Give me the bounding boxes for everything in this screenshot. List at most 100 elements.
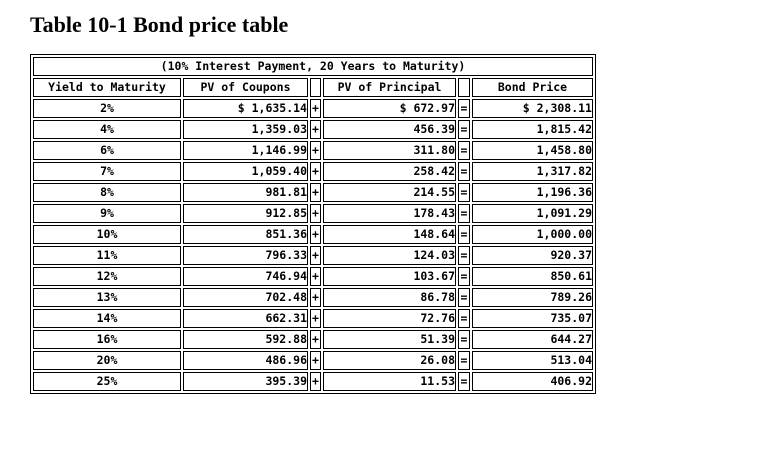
bond-price-cell: 513.04 xyxy=(472,351,593,370)
equals-operator-cell: = xyxy=(458,204,470,223)
plus-operator-cell: + xyxy=(310,204,321,223)
equals-operator-cell: = xyxy=(458,99,470,118)
yield-to-maturity-cell: 4% xyxy=(33,120,181,139)
pv-of-principal-cell: 214.55 xyxy=(323,183,456,202)
pv-of-coupons-cell: 981.81 xyxy=(183,183,308,202)
table-row: 7% 1,059.40 + 258.42 = 1,317.82 xyxy=(33,162,593,181)
equals-operator-cell: = xyxy=(458,120,470,139)
bond-price-cell: 644.27 xyxy=(472,330,593,349)
bond-table-body: 2% $ 1,635.14 + $ 672.97 = $ 2,308.11 4%… xyxy=(33,99,593,391)
pv-of-principal-cell: 51.39 xyxy=(323,330,456,349)
table-row: 2% $ 1,635.14 + $ 672.97 = $ 2,308.11 xyxy=(33,99,593,118)
yield-to-maturity-cell: 16% xyxy=(33,330,181,349)
pv-of-principal-cell: 178.43 xyxy=(323,204,456,223)
yield-to-maturity-cell: 8% xyxy=(33,183,181,202)
pv-of-coupons-cell: 1,146.99 xyxy=(183,141,308,160)
pv-of-coupons-cell: 662.31 xyxy=(183,309,308,328)
bond-price-cell: 850.61 xyxy=(472,267,593,286)
equals-operator-cell: = xyxy=(458,330,470,349)
pv-of-principal-cell: 26.08 xyxy=(323,351,456,370)
pv-of-coupons-cell: 395.39 xyxy=(183,372,308,391)
pv-of-principal-cell: 148.64 xyxy=(323,225,456,244)
table-row: 25% 395.39 + 11.53 = 406.92 xyxy=(33,372,593,391)
table-row: 13% 702.48 + 86.78 = 789.26 xyxy=(33,288,593,307)
pv-of-coupons-cell: 486.96 xyxy=(183,351,308,370)
plus-operator-cell: + xyxy=(310,330,321,349)
plus-operator-cell: + xyxy=(310,99,321,118)
pv-of-coupons-cell: 592.88 xyxy=(183,330,308,349)
table-row: 12% 746.94 + 103.67 = 850.61 xyxy=(33,267,593,286)
table-caption-row: (10% Interest Payment, 20 Years to Matur… xyxy=(33,57,593,76)
table-row: 11% 796.33 + 124.03 = 920.37 xyxy=(33,246,593,265)
page-title: Table 10-1 Bond price table xyxy=(30,12,289,37)
pv-of-coupons-cell: 912.85 xyxy=(183,204,308,223)
bond-price-cell: 406.92 xyxy=(472,372,593,391)
equals-operator-cell: = xyxy=(458,372,470,391)
table-caption: (10% Interest Payment, 20 Years to Matur… xyxy=(33,57,593,76)
pv-of-coupons-cell: 1,059.40 xyxy=(183,162,308,181)
yield-to-maturity-cell: 20% xyxy=(33,351,181,370)
yield-to-maturity-cell: 11% xyxy=(33,246,181,265)
equals-operator-cell: = xyxy=(458,246,470,265)
table-row: 9% 912.85 + 178.43 = 1,091.29 xyxy=(33,204,593,223)
equals-operator-cell: = xyxy=(458,309,470,328)
plus-operator-cell: + xyxy=(310,309,321,328)
equals-operator-cell: = xyxy=(458,162,470,181)
yield-to-maturity-cell: 10% xyxy=(33,225,181,244)
pv-of-coupons-cell: 1,359.03 xyxy=(183,120,308,139)
table-row: 16% 592.88 + 51.39 = 644.27 xyxy=(33,330,593,349)
table-row: 8% 981.81 + 214.55 = 1,196.36 xyxy=(33,183,593,202)
plus-operator-cell: + xyxy=(310,141,321,160)
column-header-plus-spacer xyxy=(310,78,321,97)
table-row: 20% 486.96 + 26.08 = 513.04 xyxy=(33,351,593,370)
yield-to-maturity-cell: 14% xyxy=(33,309,181,328)
yield-to-maturity-cell: 2% xyxy=(33,99,181,118)
yield-to-maturity-cell: 9% xyxy=(33,204,181,223)
column-header-equals-spacer xyxy=(458,78,470,97)
plus-operator-cell: + xyxy=(310,372,321,391)
bond-price-cell: $ 2,308.11 xyxy=(472,99,593,118)
pv-of-principal-cell: 124.03 xyxy=(323,246,456,265)
table-header-row: Yield to Maturity PV of Coupons PV of Pr… xyxy=(33,78,593,97)
equals-operator-cell: = xyxy=(458,183,470,202)
yield-to-maturity-cell: 7% xyxy=(33,162,181,181)
pv-of-coupons-cell: 851.36 xyxy=(183,225,308,244)
plus-operator-cell: + xyxy=(310,288,321,307)
bond-price-cell: 1,000.00 xyxy=(472,225,593,244)
plus-operator-cell: + xyxy=(310,351,321,370)
pv-of-principal-cell: $ 672.97 xyxy=(323,99,456,118)
equals-operator-cell: = xyxy=(458,288,470,307)
pv-of-principal-cell: 11.53 xyxy=(323,372,456,391)
column-header-bond-price: Bond Price xyxy=(472,78,593,97)
pv-of-principal-cell: 311.80 xyxy=(323,141,456,160)
column-header-pv-of-coupons: PV of Coupons xyxy=(183,78,308,97)
bond-price-cell: 920.37 xyxy=(472,246,593,265)
bond-price-cell: 1,317.82 xyxy=(472,162,593,181)
bond-price-cell: 1,091.29 xyxy=(472,204,593,223)
plus-operator-cell: + xyxy=(310,225,321,244)
yield-to-maturity-cell: 13% xyxy=(33,288,181,307)
plus-operator-cell: + xyxy=(310,183,321,202)
table-row: 4% 1,359.03 + 456.39 = 1,815.42 xyxy=(33,120,593,139)
equals-operator-cell: = xyxy=(458,351,470,370)
bond-price-cell: 735.07 xyxy=(472,309,593,328)
yield-to-maturity-cell: 25% xyxy=(33,372,181,391)
plus-operator-cell: + xyxy=(310,120,321,139)
equals-operator-cell: = xyxy=(458,141,470,160)
pv-of-principal-cell: 456.39 xyxy=(323,120,456,139)
column-header-pv-of-principal: PV of Principal xyxy=(323,78,456,97)
yield-to-maturity-cell: 6% xyxy=(33,141,181,160)
table-row: 10% 851.36 + 148.64 = 1,000.00 xyxy=(33,225,593,244)
pv-of-principal-cell: 86.78 xyxy=(323,288,456,307)
pv-of-principal-cell: 258.42 xyxy=(323,162,456,181)
plus-operator-cell: + xyxy=(310,246,321,265)
pv-of-coupons-cell: $ 1,635.14 xyxy=(183,99,308,118)
bond-price-table: (10% Interest Payment, 20 Years to Matur… xyxy=(30,54,596,394)
plus-operator-cell: + xyxy=(310,267,321,286)
column-header-yield-to-maturity: Yield to Maturity xyxy=(33,78,181,97)
table-row: 6% 1,146.99 + 311.80 = 1,458.80 xyxy=(33,141,593,160)
pv-of-principal-cell: 72.76 xyxy=(323,309,456,328)
bond-price-cell: 789.26 xyxy=(472,288,593,307)
bond-price-cell: 1,815.42 xyxy=(472,120,593,139)
